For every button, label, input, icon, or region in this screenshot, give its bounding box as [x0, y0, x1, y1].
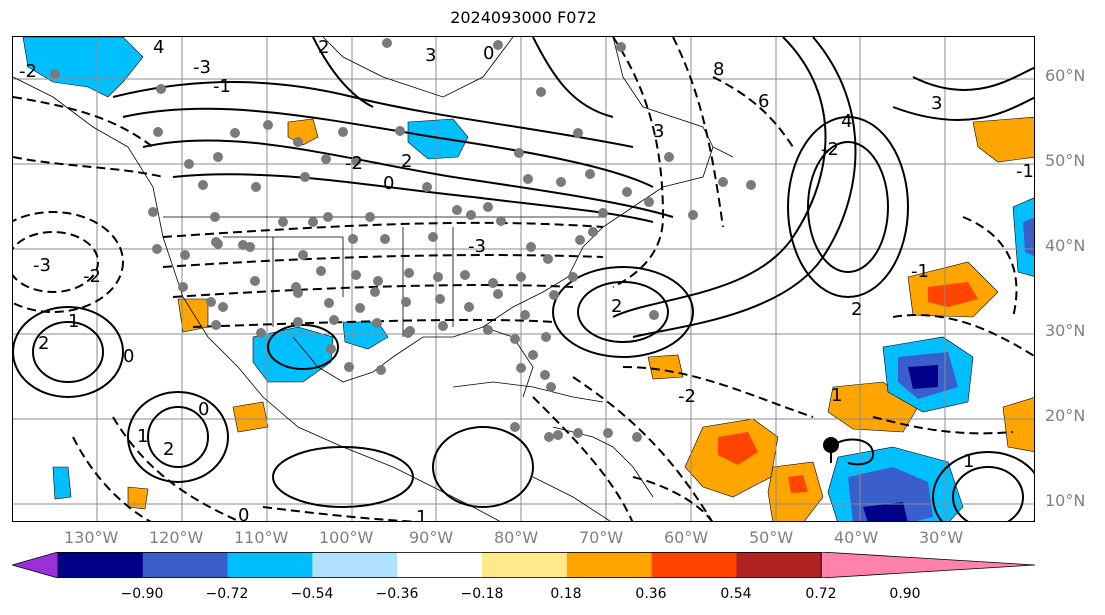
contour-label: -1	[911, 261, 929, 282]
lat-label: 60°N	[1045, 66, 1086, 85]
lon-label: 60°W	[664, 528, 709, 547]
colorbar-swatch	[651, 552, 737, 578]
colorbar-tick: −0.36	[375, 586, 419, 602]
colorbar-swatch	[227, 552, 313, 578]
contour-label: 0	[198, 399, 209, 420]
colorbar-tick: 0.18	[550, 586, 582, 602]
contour-label: 0	[123, 346, 134, 367]
colorbar-swatch	[58, 552, 144, 578]
colorbar-swatch	[566, 552, 653, 578]
lat-label: 10°N	[1045, 491, 1086, 510]
contour-label: 3	[653, 121, 664, 142]
contour-label: 3	[931, 93, 942, 114]
contour-label: 1	[831, 385, 842, 406]
colorbar-swatch	[10, 551, 59, 579]
colorbar-tick: 0.72	[805, 586, 837, 602]
colorbar-swatch	[312, 552, 398, 578]
contour-label: 4	[841, 111, 852, 132]
contour-label: 2	[318, 37, 329, 58]
colorbar-tick: −0.54	[290, 586, 334, 602]
contour-label: 2	[851, 299, 862, 320]
contour-label: 0	[483, 43, 494, 64]
contour-label: -3	[193, 57, 211, 78]
contour-label: -2	[821, 139, 839, 160]
lon-label: 110°W	[234, 528, 289, 547]
contour-label: 1	[963, 451, 974, 472]
colorbar-swatch	[482, 552, 568, 578]
contour-label: -1	[1016, 161, 1034, 182]
lon-label: 30°W	[919, 528, 964, 547]
colorbar-swatch	[142, 552, 229, 578]
map-panel: -2 4 -3 -1 2 3 0 8 6 4 3 2 -2 -3 2 -2 -3…	[12, 36, 1035, 522]
colorbar-tick: 0.90	[889, 586, 921, 602]
lat-label: 40°N	[1045, 236, 1086, 255]
map-canvas: -2 4 -3 -1 2 3 0 8 6 4 3 2 -2 -3 2 -2 -3…	[13, 37, 1034, 522]
contour-label: -3	[468, 236, 486, 257]
contour-label: 2	[401, 151, 412, 172]
lon-label: 70°W	[579, 528, 624, 547]
lon-label: 130°W	[64, 528, 119, 547]
contour-label: 6	[758, 91, 769, 112]
lon-label: 40°W	[834, 528, 879, 547]
contour-label: -1	[213, 76, 231, 97]
contour-label: 1	[68, 311, 79, 332]
colorbar-swatches	[10, 551, 1036, 579]
lat-label: 50°N	[1045, 151, 1086, 170]
lon-label: 90°W	[409, 528, 454, 547]
contour-labels: -2 4 -3 -1 2 3 0 8 6 4 3 2 -2 -3 2 -2 -3…	[19, 37, 1034, 522]
contour-label: 1	[416, 507, 427, 522]
contour-label: -2	[345, 153, 363, 174]
contour-label: 2	[163, 439, 174, 460]
colorbar-tick: 0.54	[720, 586, 752, 602]
colorbar-swatch	[820, 551, 1036, 579]
contour-label: 3	[425, 45, 436, 66]
contour-label: 0	[383, 173, 394, 194]
graticule	[13, 37, 1034, 521]
storm-marker	[823, 437, 874, 466]
map-title: 2024093000 F072	[450, 8, 597, 27]
contour-label: -3	[33, 255, 51, 276]
colorbar-tick: 0.36	[635, 586, 667, 602]
contour-label: -2	[83, 266, 101, 287]
colorbar	[10, 551, 1036, 582]
colorbar-tick: −0.18	[460, 586, 504, 602]
contour-label: -2	[678, 386, 696, 407]
lon-label: 100°W	[319, 528, 374, 547]
positive-contours	[13, 37, 1034, 521]
colorbar-swatch	[397, 552, 483, 578]
contour-label: 2	[38, 333, 49, 354]
lon-label: 80°W	[494, 528, 539, 547]
lat-label: 30°N	[1045, 321, 1086, 340]
negative-contours	[13, 37, 1034, 521]
colorbar-tick: −0.90	[120, 586, 164, 602]
contour-label: 8	[713, 59, 724, 80]
lon-label: 50°W	[749, 528, 794, 547]
colorbar-tick: −0.72	[205, 586, 249, 602]
lon-label: 120°W	[149, 528, 204, 547]
station-dots	[50, 38, 756, 442]
contour-label: 0	[238, 505, 249, 522]
colorbar-swatch	[736, 552, 822, 578]
contour-label: -2	[19, 61, 37, 82]
lat-label: 20°N	[1045, 406, 1086, 425]
contour-label: 1	[137, 426, 148, 447]
contour-label: 2	[611, 296, 622, 317]
colorbar-frame	[57, 552, 822, 578]
contour-label: 4	[153, 37, 164, 58]
